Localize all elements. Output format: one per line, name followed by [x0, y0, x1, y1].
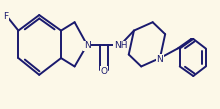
- Text: O: O: [100, 66, 107, 76]
- Text: NH: NH: [114, 41, 127, 50]
- Text: N: N: [157, 55, 163, 64]
- Text: F: F: [3, 12, 8, 20]
- Text: N: N: [84, 41, 90, 50]
